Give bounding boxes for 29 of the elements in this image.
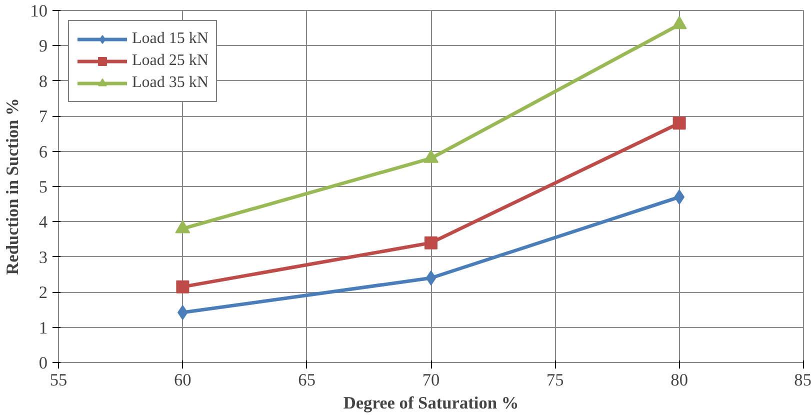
point	[672, 116, 686, 130]
point	[426, 270, 436, 286]
y-axis-title: Reduction in Suction %	[3, 98, 22, 275]
y-tick-label: 2	[38, 283, 48, 302]
y-tick-label: 9	[38, 36, 48, 56]
point	[424, 150, 438, 163]
y-tick-label: 6	[38, 142, 48, 162]
point	[176, 280, 190, 294]
y-tick-label: 0	[38, 354, 48, 372]
point	[424, 236, 438, 250]
x-tick-label: 65	[298, 370, 316, 390]
y-tick-label: 5	[38, 178, 48, 196]
x-tick-label: 75	[546, 370, 564, 390]
y-tick-label: 7	[38, 107, 48, 126]
x-axis-title: Degree of Saturation %	[343, 394, 519, 412]
y-tick-label: 10	[30, 2, 48, 20]
x-tick-label: 70	[422, 370, 440, 390]
legend-label: Load 15 kN	[132, 30, 208, 48]
x-tick-label: 55	[50, 370, 68, 390]
y-tick-label: 4	[38, 212, 48, 232]
legend-label: Load 25 kN	[132, 52, 208, 70]
y-tick-label: 3	[38, 248, 48, 267]
x-tick-label: 80	[670, 370, 688, 390]
x-tick-label: 60	[174, 370, 192, 390]
point	[672, 16, 687, 30]
x-tick-label: 85	[794, 370, 811, 390]
y-tick-label: 8	[38, 72, 48, 91]
legend-label: Load 35 kN	[132, 74, 208, 92]
y-tick-label: 1	[38, 318, 48, 338]
